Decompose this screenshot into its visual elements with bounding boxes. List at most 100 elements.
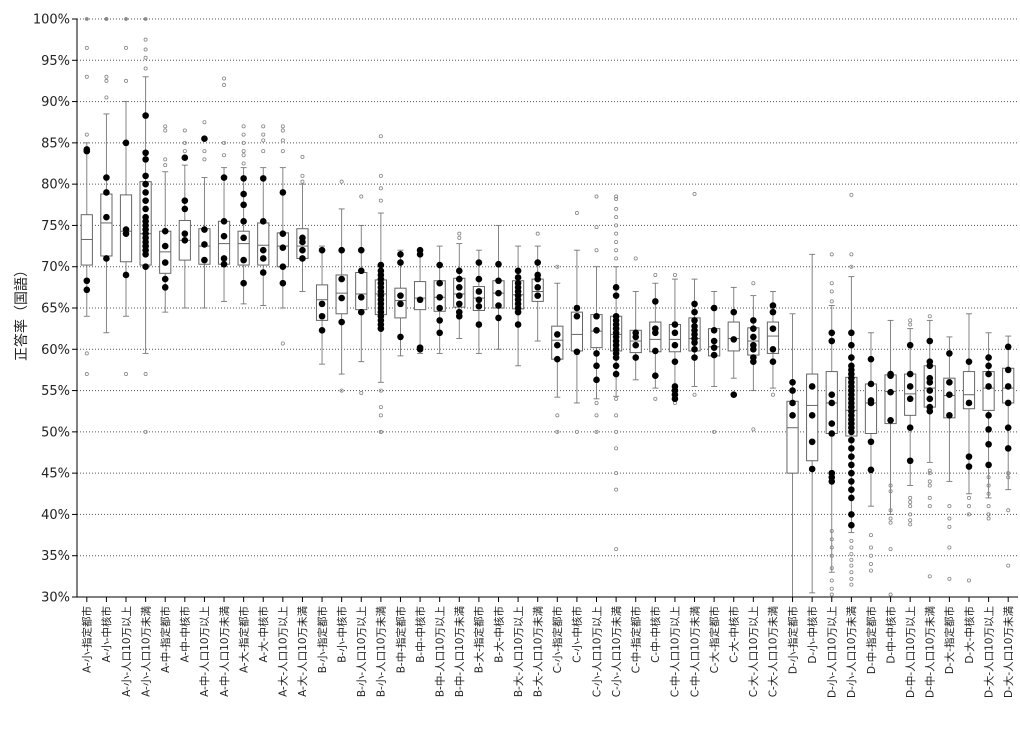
outlier-point (849, 582, 854, 587)
x-tick-label: A-大-人口10万以上 (277, 606, 290, 697)
y-tick-label: 50% (41, 425, 70, 440)
x-tick-label: C-大-中核市 (728, 606, 741, 663)
data-point (769, 345, 777, 353)
outlier-point (868, 568, 873, 573)
data-point (318, 246, 326, 254)
data-point (83, 277, 91, 285)
data-point (828, 391, 836, 399)
outlier-point (908, 495, 913, 500)
data-point (181, 197, 189, 204)
x-tick-label: C-小-中核市 (571, 606, 584, 663)
outlier-point (692, 392, 697, 397)
data-point (436, 304, 443, 312)
data-point (455, 312, 463, 320)
data-point (201, 241, 208, 248)
data-point (652, 347, 659, 355)
x-tick-label: D-小-中核市 (806, 606, 819, 664)
data-point (397, 251, 404, 258)
data-point (416, 251, 424, 258)
box-series (80, 17, 1015, 598)
y-tick-label: 90% (41, 95, 70, 110)
outlier-point (124, 45, 129, 50)
data-point (828, 430, 836, 437)
y-axis-label: 正答率（国語） (13, 263, 30, 361)
data-point (338, 294, 345, 302)
data-point (730, 391, 738, 399)
data-point (455, 275, 463, 283)
outlier-point (261, 138, 266, 143)
data-point (161, 284, 169, 291)
x-tick-label: A-大-人口10万未満 (296, 606, 309, 697)
data-point (475, 296, 483, 304)
data-point (985, 461, 992, 469)
outlier-point (927, 495, 932, 500)
data-point (926, 407, 934, 415)
box-A-大-指定都市 (237, 124, 250, 305)
data-point (455, 284, 463, 291)
iqr-box (962, 371, 976, 410)
data-point (965, 453, 973, 460)
y-tick-label: 30% (41, 591, 70, 606)
x-tick-label: B-小-人口10万以上 (356, 606, 368, 697)
outlier-point (594, 248, 599, 253)
outlier-point (966, 578, 971, 583)
data-point (397, 292, 404, 299)
data-point (455, 292, 463, 299)
iqr-box (335, 274, 348, 315)
outlier-point (84, 17, 89, 21)
data-point (201, 256, 208, 264)
data-point (808, 465, 816, 473)
x-tick-label: A-中-人口10万以上 (198, 606, 211, 697)
data-point (220, 232, 228, 240)
data-point (279, 244, 287, 252)
outlier-point (751, 281, 756, 286)
box-C-大-人口10万以上 (747, 281, 760, 432)
outlier-point (966, 504, 971, 509)
box-B-中-中核市 (413, 246, 427, 354)
outlier-point (241, 124, 246, 129)
box-B-中-人口10万未満 (453, 231, 466, 340)
data-point (416, 296, 424, 304)
outlier-point (124, 17, 128, 21)
data-point (103, 189, 110, 196)
data-point (83, 146, 91, 153)
outlier-point (829, 545, 834, 550)
data-point (220, 260, 228, 268)
data-point (671, 341, 679, 349)
outlier-point (202, 157, 207, 162)
outlier-point (927, 504, 932, 509)
data-point (161, 259, 169, 266)
data-point (848, 341, 855, 349)
outlier-point (300, 154, 305, 159)
data-point (946, 391, 953, 399)
data-point (455, 267, 463, 275)
x-tick-label: B-小-中核市 (335, 606, 348, 663)
outlier-point (849, 552, 854, 557)
data-point (357, 308, 365, 316)
box-B-中-人口10万以上 (433, 245, 446, 354)
data-point (495, 314, 502, 322)
outlier-point (672, 272, 677, 277)
y-tick-label: 75% (41, 219, 70, 234)
data-point (554, 341, 561, 349)
outlier-point (829, 252, 834, 257)
outlier-point (594, 429, 599, 434)
data-point (240, 190, 247, 198)
y-tick-label: 85% (41, 136, 70, 151)
data-point (103, 213, 110, 221)
data-point (867, 355, 875, 363)
x-tick-label: A-中-中核市 (179, 606, 192, 663)
outlier-point (908, 318, 913, 323)
data-point (926, 337, 934, 345)
data-point (534, 284, 541, 291)
data-point (789, 379, 796, 386)
outlier-point (143, 37, 148, 42)
data-point (652, 329, 659, 337)
outlier-point (614, 239, 619, 244)
box-B-大-人口10万以上 (511, 245, 525, 367)
x-tick-label: B-小-指定都市 (316, 606, 329, 673)
data-point (240, 218, 247, 225)
outlier-point (124, 78, 129, 83)
box-B-大-人口10万未満 (531, 231, 544, 342)
